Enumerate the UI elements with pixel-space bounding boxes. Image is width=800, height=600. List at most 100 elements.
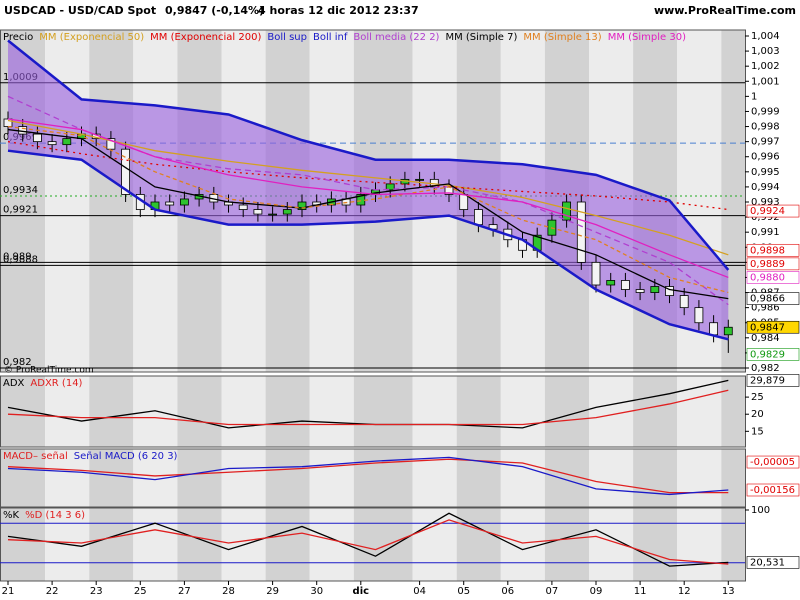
x-tick-label: 27 (178, 586, 191, 597)
candle-body (562, 201, 571, 221)
x-tick-label: 23 (90, 586, 103, 597)
quote: 0,9847 (-0,14%) (165, 4, 264, 17)
y-tick-label: 1,001 (751, 76, 780, 87)
day-band (221, 376, 266, 447)
day-band (589, 449, 634, 507)
x-tick-label: 29 (266, 586, 279, 597)
day-band (456, 449, 501, 507)
y-tick-label: 0,984 (751, 333, 780, 344)
price-tag-label: 20,531 (750, 557, 785, 568)
panel-frame (0, 29, 746, 373)
legend-entry: Boll inf (313, 32, 348, 43)
candle-body (723, 326, 733, 336)
series-line (7, 39, 730, 271)
series-line (7, 389, 729, 426)
series-line (7, 149, 729, 341)
candle-body (238, 204, 248, 210)
day-band (265, 376, 310, 447)
price-tag-label: 0,9866 (750, 294, 785, 305)
legend-entry: Señal MACD (6 20 3) (74, 451, 178, 462)
y-tick-label: 1,003 (751, 46, 780, 57)
day-band (265, 508, 310, 581)
x-tick-label: dic (353, 586, 370, 597)
candle-body (576, 201, 586, 263)
day-band (721, 508, 745, 581)
day-band (633, 449, 678, 507)
day-band (89, 30, 134, 372)
price-tag (746, 243, 800, 257)
price-tag-label: 0,9924 (750, 206, 785, 217)
site: www.ProRealTime.com (654, 4, 796, 17)
day-band (89, 449, 134, 507)
price-tag-label: 0,9889 (750, 259, 785, 270)
legend-entry: Boll media (22 2) (353, 32, 439, 43)
price-tag-label: -0,00005 (750, 457, 795, 468)
day-band (309, 449, 354, 507)
series-line (7, 125, 729, 294)
y-tick-label: 0,997 (751, 137, 780, 148)
legend-entry: ADX (3, 378, 25, 389)
price-tag (746, 292, 800, 305)
candle-body (165, 201, 175, 206)
day-band (177, 449, 222, 507)
day-band (133, 508, 178, 581)
candle-body (18, 126, 28, 135)
x-tick-label: 21 (2, 586, 15, 597)
day-band (500, 376, 545, 447)
x-tick-label: 22 (46, 586, 59, 597)
price-tag-label: 0,9898 (750, 245, 785, 256)
candle-body (106, 138, 116, 150)
candle-body (415, 178, 425, 181)
candle-body (282, 209, 292, 215)
day-band (412, 376, 457, 447)
day-band (309, 376, 354, 447)
legend-entry: MM (Exponencial 200) (150, 32, 261, 43)
candle-body (47, 141, 57, 146)
x-tick-label: 05 (457, 586, 470, 597)
level-label: 0,982 (3, 357, 32, 368)
legend-entry: MM (Exponencial 50) (39, 32, 144, 43)
legend-entry: MACD– señal (3, 451, 68, 462)
day-band (721, 376, 745, 447)
price-tag (746, 257, 800, 271)
y-tick-label: 0,996 (751, 152, 780, 163)
candle-body (621, 280, 630, 290)
day-band (0, 508, 46, 581)
panels: 1,004 1,003 1,002 1,001 1 0,999 0,998 0,997 0,99… (0, 29, 800, 597)
y-tick-label: 0,993 (751, 197, 780, 208)
candle-body (3, 118, 13, 127)
copyright: © ProRealTime.com (4, 366, 94, 376)
day-band (456, 508, 501, 581)
level-label: 0,9888 (3, 254, 38, 265)
level-label: 0,9934 (3, 185, 38, 196)
x-tick-label: 06 (501, 586, 514, 597)
candle-body (679, 295, 689, 309)
day-band (89, 508, 134, 581)
legend-entry: ADXR (14) (30, 378, 82, 389)
day-band (265, 449, 310, 507)
y-tick-label: 1 (751, 91, 757, 102)
price-tag (746, 374, 800, 387)
y-tick-label: 0,992 (751, 212, 780, 223)
price-tag-label: -0,00156 (750, 485, 795, 496)
period: 4 horas 12 dic 2012 23:37 (258, 4, 419, 17)
y-tick-label: 0,986 (751, 303, 780, 314)
y-tick-label: 20 (751, 409, 764, 420)
candle-body (62, 138, 72, 146)
candle-body (33, 133, 42, 143)
legend-entry: Boll sup (267, 32, 307, 43)
candle-body (591, 261, 601, 286)
band-fill (8, 40, 729, 340)
legend-entry: MM (Simple 30) (608, 32, 686, 43)
day-band (500, 449, 545, 507)
y-tick-label: 0,994 (751, 182, 780, 193)
price-tag-label: 0,9847 (750, 322, 785, 333)
legend-entry: %D (14 3 6) (25, 510, 85, 521)
candle-body (459, 194, 469, 210)
candle-body (297, 201, 307, 210)
day-band (633, 508, 678, 581)
candle-body (179, 198, 189, 206)
legend-entry: Precio (3, 32, 33, 43)
day-band (721, 449, 745, 507)
